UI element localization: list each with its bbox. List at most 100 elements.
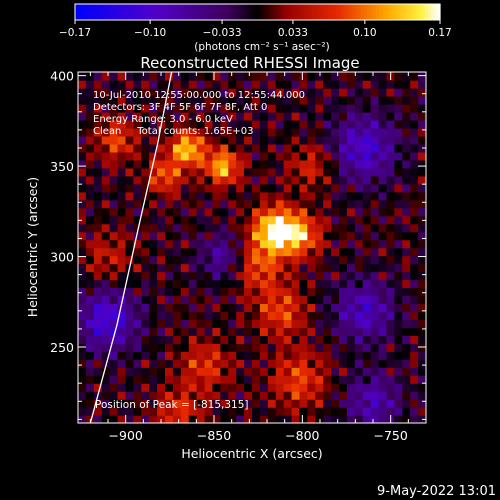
heatmap-cell [196,119,206,129]
heatmap-cell [362,175,372,185]
heatmap-cell [323,287,332,297]
heatmap-cell [117,151,127,161]
colorbar-cell [214,4,219,20]
heatmap-cell [125,231,135,241]
heatmap-cell [141,95,150,105]
heatmap-cell [172,303,182,313]
heatmap-cell [141,215,150,225]
heatmap-cell [157,95,166,105]
heatmap-cell [93,335,103,344]
heatmap-cell [85,295,95,305]
heatmap-cell [133,103,142,113]
heatmap-cell [220,175,229,185]
heatmap-cell [307,159,316,169]
heatmap-cell [220,207,229,217]
heatmap-cell [157,367,166,376]
heatmap-cell [386,215,396,225]
heatmap-cell [307,295,316,305]
heatmap-cell [188,223,198,233]
heatmap-cell [141,247,150,257]
heatmap-cell [275,335,285,344]
heatmap-cell [212,295,222,305]
heatmap-cell [236,415,245,423]
heatmap-cell [291,271,301,281]
heatmap-cell [275,199,285,209]
heatmap-cell [93,231,103,241]
heatmap-cell [275,399,285,408]
heatmap-cell [101,391,111,400]
heatmap-cell [323,231,332,241]
heatmap-cell [165,359,174,368]
heatmap-cell [125,143,135,153]
heatmap-cell [362,159,372,169]
heatmap-cell [378,263,388,273]
heatmap-cell [386,263,396,273]
heatmap-cell [259,72,269,81]
colorbar-cell [102,4,107,20]
heatmap-cell [370,383,380,392]
heatmap-cell [299,119,309,129]
heatmap-cell [323,151,332,161]
heatmap-cell [346,359,356,368]
heatmap-cell [157,255,166,265]
heatmap-cell [133,383,142,392]
heatmap-cell [418,247,426,257]
heatmap-cell [236,111,245,121]
heatmap-cell [315,231,324,241]
heatmap-cell [117,95,127,105]
heatmap-cell [354,263,364,273]
heatmap-cell [291,335,301,344]
heatmap-cell [141,327,150,336]
heatmap-cell [204,167,214,177]
heatmap-cell [252,351,261,360]
heatmap-cell [188,367,198,376]
heatmap-cell [259,215,269,225]
heatmap-cell [267,279,277,289]
heatmap-cell [394,215,403,225]
heatmap-cell [172,359,182,368]
heatmap-cell [410,191,419,201]
heatmap-cell [346,303,356,313]
heatmap-cell [165,279,174,289]
heatmap-cell [394,383,403,392]
heatmap-cell [220,319,229,328]
heatmap-cell [354,279,364,289]
heatmap-cell [402,119,411,129]
heatmap-cell [244,287,253,297]
heatmap-cell [307,335,316,344]
heatmap-cell [386,247,396,257]
heatmap-cell [85,223,95,233]
heatmap-cell [307,327,316,336]
heatmap-cell [283,415,293,423]
heatmap-cell [307,167,316,177]
heatmap-cell [323,399,332,408]
heatmap-cell [125,72,135,81]
heatmap-cell [125,319,135,328]
heatmap-cell [354,175,364,185]
heatmap-cell [196,319,206,328]
heatmap-cell [101,119,111,129]
heatmap-cell [204,279,214,289]
heatmap-cell [117,327,127,336]
heatmap-cell [172,399,182,408]
heatmap-cell [85,143,95,153]
heatmap-cell [307,351,316,360]
heatmap-cell [354,143,364,153]
colorbar-cell [318,4,322,20]
heatmap-cell [275,255,285,265]
heatmap-cell [307,207,316,217]
heatmap-cell [418,127,426,137]
heatmap-cell [315,143,324,153]
heatmap-cell [402,383,411,392]
heatmap-cell [283,319,293,328]
heatmap-cell [410,231,419,241]
colorbar-cell [230,4,234,20]
heatmap-cell [307,263,316,273]
heatmap-cell [275,159,285,169]
colorbar-cell [330,4,335,20]
heatmap-cell [244,295,253,305]
heatmap-cell [291,303,301,313]
heatmap-cell [339,335,348,344]
heatmap-cell [346,199,356,209]
heatmap-cell [291,311,301,320]
